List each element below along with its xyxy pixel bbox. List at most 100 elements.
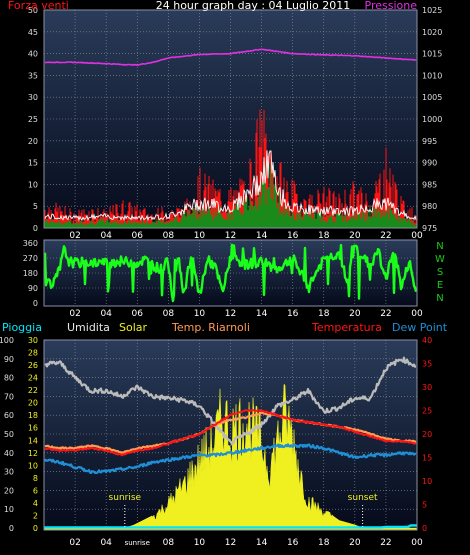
pressure-right-axis: 975 980 985 990 995 1000 1005 1010 1015 1020 1025 [422, 6, 442, 233]
direction-x-tick-label: 02 [69, 309, 80, 319]
temperature-tick-label: 40 [422, 336, 432, 345]
humidity-axis: 0 10 20 30 40 50 60 70 80 90 100 [0, 336, 14, 533]
direction-x-tick-label: 18 [318, 309, 330, 319]
legend-indoor-temp: Temp. Riarnoli [171, 321, 250, 334]
temperature-x-tick-label: 10 [194, 538, 206, 548]
humidity-line [44, 356, 417, 446]
sunrise-x-label: sunrise [125, 539, 150, 547]
chart-title: 24 hour graph day : 04 Luglio 2011 [156, 0, 351, 12]
direction-x-tick-label: 16 [287, 309, 299, 319]
temperature-x-axis: 02 04 sunrise 08 10 12 14 16 18 20 22 00 [69, 538, 423, 548]
direction-x-tick-label: 10 [194, 309, 206, 319]
temperature-series: sunrise sunset [43, 356, 418, 531]
direction-line [43, 243, 418, 303]
pressure-tick-label: 1000 [422, 115, 442, 124]
pressure-tick-label: 1005 [422, 93, 442, 102]
wind-x-tick-label: 00 [411, 231, 423, 241]
temperature-tick-label: 20 [422, 430, 432, 439]
solar-tick-label: 30 [28, 336, 38, 345]
wind-tick-label: 40 [28, 50, 38, 59]
temperature-tick-label: 5 [422, 501, 427, 510]
compass-label: E [437, 280, 443, 291]
humidity-tick-label: 90 [4, 355, 14, 364]
solar-tick-label: 2 [33, 511, 38, 520]
solar-tick-label: 20 [28, 399, 38, 408]
rain-line [44, 524, 417, 529]
sunrise-label: sunrise [109, 493, 142, 503]
wind-x-axis: 02 04 06 08 10 12 14 16 18 20 22 00 [69, 231, 423, 241]
wind-tick-label: 50 [28, 6, 38, 15]
temperature-tick-label: 30 [422, 383, 432, 392]
wind-axis-label: Forza venti [8, 0, 69, 12]
legend-rain: Pioggia [2, 321, 42, 334]
pressure-tick-label: 1010 [422, 71, 442, 80]
wind-tick-label: 25 [28, 115, 38, 124]
wind-x-tick-label: 04 [100, 231, 112, 241]
pressure-tick-label: 990 [422, 159, 437, 168]
humidity-tick-label: 80 [4, 374, 14, 383]
pressure-tick-label: 995 [422, 137, 437, 146]
wind-x-tick-label: 22 [380, 231, 391, 241]
solar-tick-label: 6 [33, 486, 38, 495]
temperature-chart: Pioggia Umidita Solar Temp. Riarnoli Tem… [0, 321, 448, 548]
pressure-tick-label: 975 [422, 224, 437, 233]
temperature-x-tick-label: 00 [411, 538, 423, 548]
wind-tick-label: 5 [33, 202, 38, 211]
humidity-tick-label: 40 [4, 449, 14, 458]
compass-label: N [436, 241, 443, 252]
temperature-tick-label: 35 [422, 360, 432, 369]
sunset-label: sunset [348, 493, 378, 503]
solar-tick-label: 12 [28, 449, 38, 458]
wind-tick-label: 30 [28, 93, 38, 102]
pressure-tick-label: 1015 [422, 50, 442, 59]
wind-tick-label: 45 [28, 28, 38, 37]
indoor-temp-line [44, 411, 417, 454]
direction-tick-label: 360 [23, 239, 38, 248]
direction-x-axis: 02 04 06 08 10 12 14 16 18 20 22 00 [69, 309, 423, 319]
humidity-tick-label: 100 [0, 336, 14, 345]
wind-x-tick-label: 18 [318, 231, 330, 241]
wind-x-tick-label: 20 [349, 231, 361, 241]
solar-tick-label: 28 [28, 349, 38, 358]
pressure-line [44, 48, 417, 66]
direction-plot-frame [43, 239, 418, 307]
temperature-legend: Pioggia Umidita Solar Temp. Riarnoli Tem… [2, 321, 448, 334]
wind-tick-label: 0 [33, 224, 38, 233]
temperature-tick-label: 15 [422, 454, 432, 463]
wind-tick-label: 35 [28, 71, 38, 80]
wind-plot-frame [43, 9, 418, 229]
wind-tick-label: 10 [28, 180, 38, 189]
direction-x-tick-label: 20 [349, 309, 361, 319]
solar-tick-label: 26 [28, 361, 38, 370]
humidity-tick-label: 60 [4, 411, 14, 420]
direction-tick-label: 270 [23, 254, 38, 263]
legend-solar: Solar [119, 321, 148, 334]
direction-x-tick-label: 04 [100, 309, 112, 319]
wind-x-tick-label: 14 [256, 231, 268, 241]
temperature-tick-label: 25 [422, 407, 432, 416]
direction-y-axis: 0 90 180 270 360 [23, 239, 38, 308]
temperature-x-tick-label: 04 [100, 538, 112, 548]
temperature-x-tick-label: 02 [69, 538, 80, 548]
pressure-tick-label: 980 [422, 202, 437, 211]
solar-tick-label: 10 [28, 461, 38, 470]
wind-x-tick-label: 10 [194, 231, 206, 241]
pressure-tick-label: 1020 [422, 28, 442, 37]
direction-x-tick-label: 00 [411, 309, 423, 319]
direction-series [43, 243, 418, 303]
direction-tick-label: 0 [33, 299, 38, 308]
solar-tick-label: 4 [33, 499, 38, 508]
wind-x-tick-label: 12 [225, 231, 236, 241]
wind-series [44, 48, 417, 228]
solar-tick-label: 18 [28, 411, 38, 420]
temperature-x-tick-label: 08 [163, 538, 175, 548]
legend-humidity: Umidita [67, 321, 110, 334]
temperature-line [44, 409, 417, 457]
solar-tick-label: 16 [28, 424, 38, 433]
direction-tick-label: 90 [28, 284, 38, 293]
